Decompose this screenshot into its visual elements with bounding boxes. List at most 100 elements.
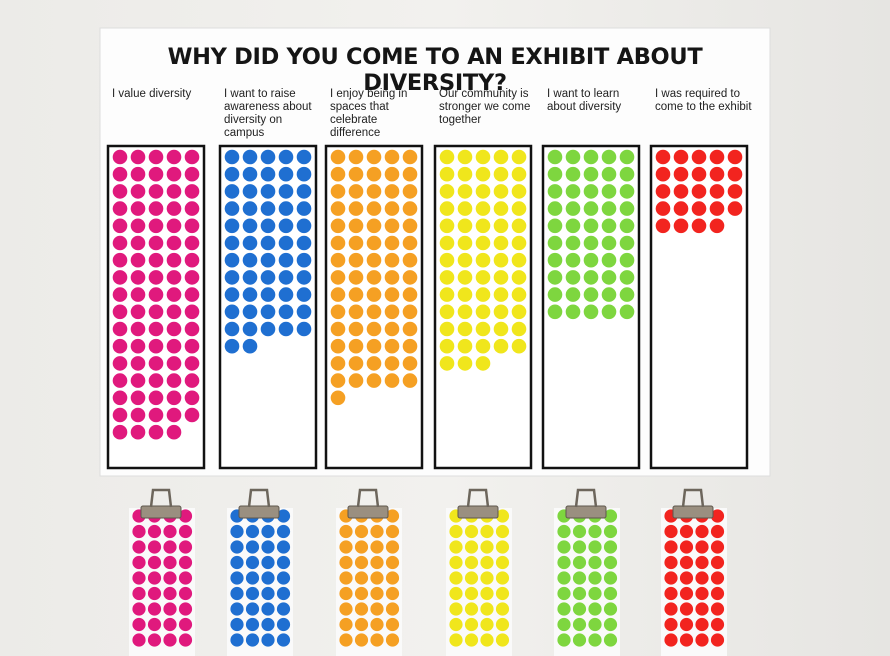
dot (167, 356, 182, 371)
dot (279, 184, 294, 199)
dot (331, 167, 346, 182)
dot (113, 305, 128, 320)
sheet-dot (370, 587, 383, 600)
sheet-dot (711, 525, 724, 538)
dot (692, 219, 707, 234)
sheet-dot (557, 556, 570, 569)
dot (620, 167, 635, 182)
sheet-dot (355, 525, 368, 538)
dot (225, 184, 240, 199)
dot (331, 150, 346, 165)
sheet-dot (695, 587, 708, 600)
dot (620, 270, 635, 285)
dot (261, 322, 276, 337)
sheet-dot (695, 602, 708, 615)
dot (367, 201, 382, 216)
sheet-dot (230, 633, 243, 646)
dot (476, 150, 491, 165)
dot (225, 270, 240, 285)
dot (167, 219, 182, 234)
dot (225, 339, 240, 354)
dot (113, 322, 128, 337)
dot (261, 305, 276, 320)
dot (440, 184, 455, 199)
sheet-dot (711, 571, 724, 584)
dot (131, 305, 146, 320)
dot (243, 201, 258, 216)
sheet-dot (496, 525, 509, 538)
dot (367, 287, 382, 302)
sheet-dot (386, 540, 399, 553)
sheet-dot (355, 556, 368, 569)
dot (225, 219, 240, 234)
sheet-dot (339, 571, 352, 584)
dot (225, 305, 240, 320)
dot (440, 201, 455, 216)
dot (656, 150, 671, 165)
clip-handle (151, 490, 171, 507)
dot (113, 236, 128, 251)
dot (602, 184, 617, 199)
dot (349, 322, 364, 337)
sheet-dot (246, 633, 259, 646)
dot (349, 201, 364, 216)
sheet-dot (277, 633, 290, 646)
dot (185, 287, 200, 302)
dot (331, 373, 346, 388)
dot (331, 184, 346, 199)
dot (566, 270, 581, 285)
dot (149, 287, 164, 302)
dot (602, 219, 617, 234)
dot (512, 305, 527, 320)
dot (476, 270, 491, 285)
dot (458, 287, 473, 302)
sheet-dot (148, 587, 161, 600)
sheet-dot (604, 540, 617, 553)
dot (440, 356, 455, 371)
sheet-dot (163, 556, 176, 569)
dot (331, 391, 346, 406)
sheet-dot (132, 587, 145, 600)
dot (113, 425, 128, 440)
dot (167, 305, 182, 320)
dot (385, 219, 400, 234)
dot (656, 201, 671, 216)
dot (494, 201, 509, 216)
dot (349, 287, 364, 302)
dot (548, 201, 563, 216)
dot (512, 219, 527, 234)
sheet-dot (711, 540, 724, 553)
dot (440, 322, 455, 337)
sheet-dot (148, 525, 161, 538)
sheet-dot (604, 587, 617, 600)
photo: WHY DID YOU COME TO AN EXHIBIT ABOUT DIV… (0, 0, 890, 656)
sheet-dot (339, 633, 352, 646)
dot (185, 150, 200, 165)
sheet-dot (163, 618, 176, 631)
dot (297, 253, 312, 268)
sheet-dot (480, 602, 493, 615)
dot (476, 287, 491, 302)
dot (331, 201, 346, 216)
dot (548, 253, 563, 268)
dot (584, 167, 599, 182)
sheet-dot (449, 540, 462, 553)
dot (584, 219, 599, 234)
dot (113, 391, 128, 406)
dot (297, 236, 312, 251)
dot (458, 322, 473, 337)
dot (149, 150, 164, 165)
dot (331, 287, 346, 302)
sheet-dot (449, 587, 462, 600)
dot (403, 270, 418, 285)
clip-handle (576, 490, 596, 507)
dot (131, 201, 146, 216)
dot (476, 201, 491, 216)
dot (548, 270, 563, 285)
clip (141, 506, 181, 518)
dot (674, 201, 689, 216)
sheet-dot (695, 525, 708, 538)
dot (548, 219, 563, 234)
dot (243, 270, 258, 285)
sheet-dot (370, 618, 383, 631)
